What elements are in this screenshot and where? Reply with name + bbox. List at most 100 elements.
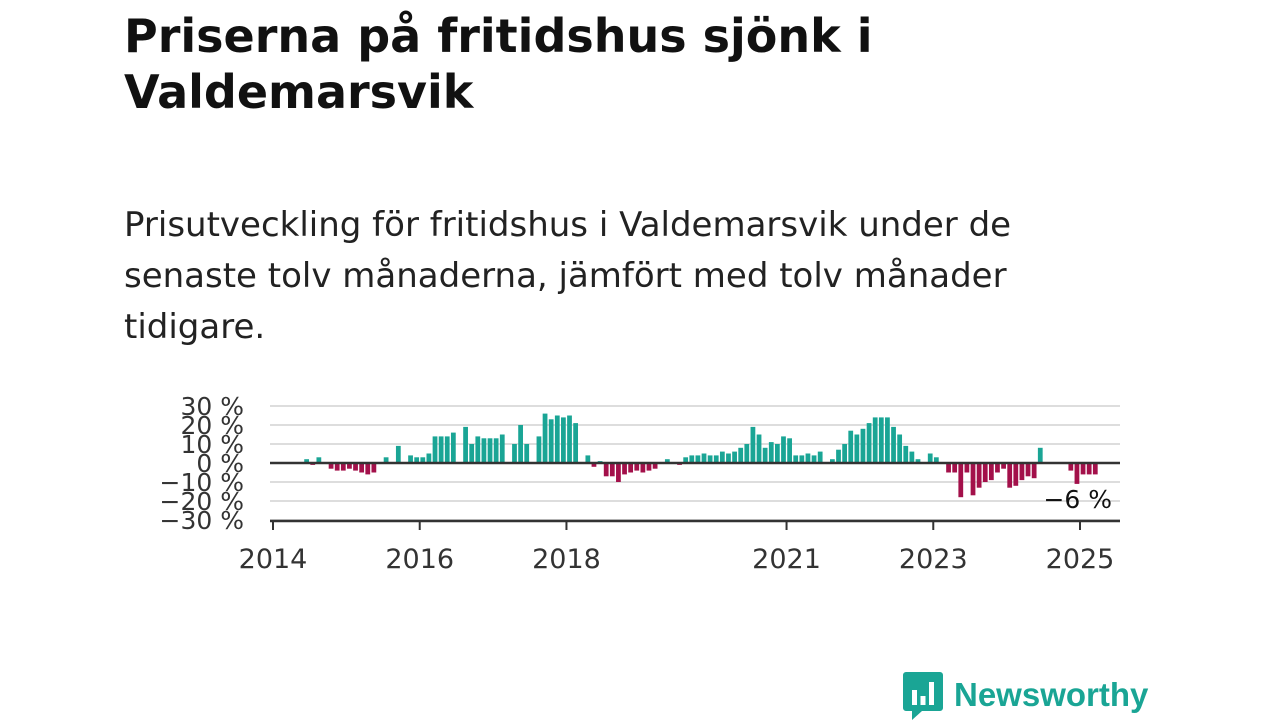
bar xyxy=(866,423,872,463)
bar xyxy=(347,463,352,469)
bar xyxy=(316,457,322,463)
bar xyxy=(885,417,890,463)
bar xyxy=(359,463,365,473)
bar xyxy=(524,444,530,463)
logo-text: Newsworthy xyxy=(954,676,1149,713)
bar xyxy=(756,434,762,463)
bar xyxy=(903,445,909,463)
bar xyxy=(340,463,346,471)
y-tick-label: 20 % xyxy=(180,411,244,440)
bars xyxy=(304,413,1098,498)
bar xyxy=(701,453,707,463)
bar xyxy=(768,442,774,463)
bar xyxy=(683,457,689,463)
bar xyxy=(542,413,548,463)
bar xyxy=(1068,463,1074,471)
chart-title: Priserna på fritidshus sjönk i Valdemars… xyxy=(124,9,873,119)
bar xyxy=(787,438,792,463)
bar xyxy=(664,459,670,463)
bar xyxy=(695,455,701,463)
chart-subtitle: Prisutveckling för fritidshus i Valdemar… xyxy=(124,205,1012,347)
bar xyxy=(774,444,780,463)
bar xyxy=(591,463,597,467)
bar xyxy=(744,444,750,463)
bar xyxy=(518,425,523,463)
bar xyxy=(432,436,438,463)
bar xyxy=(878,417,884,463)
bar xyxy=(927,453,933,463)
bar xyxy=(958,463,964,498)
bar xyxy=(304,459,310,463)
bar xyxy=(750,426,756,463)
bar xyxy=(707,455,713,463)
bar xyxy=(995,463,1000,473)
bar xyxy=(567,415,572,463)
x-tick-label: 2016 xyxy=(385,544,454,575)
bar xyxy=(536,436,542,463)
bar xyxy=(988,463,994,481)
bar xyxy=(909,451,915,463)
bar xyxy=(1086,463,1092,475)
bar xyxy=(982,463,988,482)
x-tick-label: 2025 xyxy=(1046,544,1115,575)
bar xyxy=(842,444,848,463)
bar xyxy=(450,432,456,463)
x-tick-label: 2018 xyxy=(532,544,601,575)
bar xyxy=(976,463,982,488)
bar xyxy=(426,453,432,463)
bar xyxy=(1092,463,1098,475)
bar xyxy=(334,463,340,471)
bar xyxy=(860,428,866,463)
bar xyxy=(616,463,621,482)
bar xyxy=(891,426,896,463)
newsworthy-logo: Newsworthy xyxy=(902,668,1148,722)
bar xyxy=(365,463,371,475)
y-tick-label: 0 % xyxy=(196,449,244,478)
axes xyxy=(270,461,1120,530)
bar xyxy=(371,463,377,473)
bar xyxy=(762,447,768,463)
bar-chart: 30 %20 %10 %0 %−10 %−20 %−30 % 2014 2016 2… xyxy=(160,392,1120,575)
x-tick-label: 2021 xyxy=(752,544,821,575)
bar xyxy=(634,463,640,471)
bar xyxy=(383,457,389,463)
y-tick-label: 10 % xyxy=(180,430,244,459)
bar xyxy=(1074,463,1080,484)
bar xyxy=(970,463,976,496)
bar xyxy=(726,453,731,463)
bar xyxy=(548,419,554,463)
bar xyxy=(713,455,719,463)
bar xyxy=(469,444,475,463)
y-tick-label: −20 % xyxy=(160,487,244,516)
bar xyxy=(952,463,958,473)
bar xyxy=(689,455,695,463)
bar xyxy=(487,438,493,463)
bar xyxy=(964,463,970,473)
bar xyxy=(640,463,646,473)
bar xyxy=(463,426,468,463)
bar xyxy=(1013,463,1019,486)
bar xyxy=(1031,463,1037,479)
bar xyxy=(408,455,413,463)
bar xyxy=(946,463,951,473)
bar xyxy=(854,434,860,463)
bar xyxy=(781,436,786,463)
bar xyxy=(830,459,835,463)
bar xyxy=(353,463,358,471)
bar xyxy=(799,455,805,463)
bar xyxy=(646,463,652,471)
bar xyxy=(817,451,823,463)
bar xyxy=(793,455,799,463)
bar xyxy=(438,436,444,463)
bar xyxy=(811,455,817,463)
y-axis-labels: 30 %20 %10 %0 %−10 %−20 %−30 % xyxy=(160,392,244,535)
bar xyxy=(1025,463,1031,477)
x-axis-labels: 2014 2016 2018 2021 2023 2025 xyxy=(239,544,1115,575)
bar xyxy=(554,415,560,463)
bar xyxy=(585,455,591,463)
bar xyxy=(573,423,579,463)
bar xyxy=(420,457,426,463)
bar xyxy=(915,459,921,463)
bar xyxy=(561,417,566,463)
bar xyxy=(414,457,420,463)
